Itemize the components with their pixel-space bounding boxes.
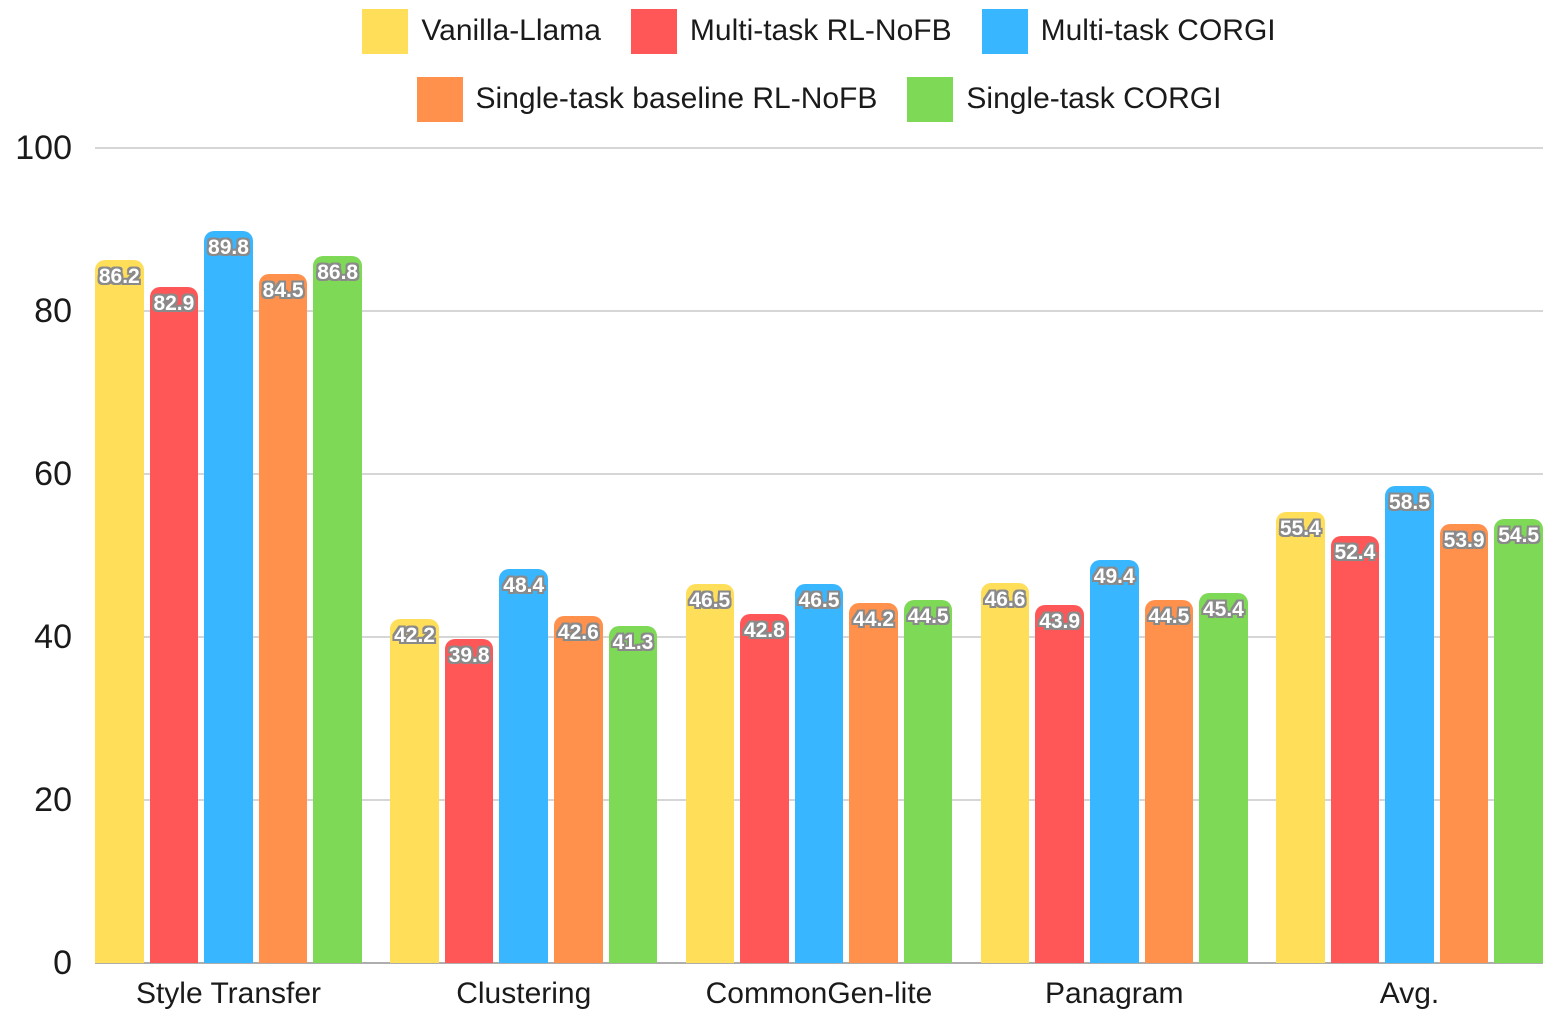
bar: 86.8 — [313, 255, 362, 963]
legend-item: Vanilla-Llama — [362, 8, 601, 54]
bar-value-label: 48.4 — [503, 573, 545, 597]
bar-group: 46.5 42.8 46.5 44.2 44.5 CommonGen-lite — [685, 148, 953, 1010]
legend-color-swatch — [416, 76, 463, 122]
bar: 48.4 — [499, 568, 549, 963]
bar: 86.2 — [95, 260, 144, 963]
legend-color-swatch — [981, 8, 1028, 54]
legend-row: Vanilla-Llama Multi-task RL-NoFB Multi-tas… — [362, 8, 1276, 54]
plot-area: 86.2 82.9 89.8 84.5 86.8 Style Transfer 42.2 39… — [95, 147, 1543, 1010]
bar: 45.4 — [1199, 593, 1248, 963]
bar: 42.6 — [554, 615, 603, 963]
x-axis-category-label: Avg. — [1379, 977, 1440, 1010]
bar: 89.8 — [204, 231, 253, 963]
y-axis-tick-label: 80 — [34, 292, 72, 330]
bar-value-label: 55.4 — [1279, 516, 1321, 540]
bar-value-label: 89.8 — [208, 236, 249, 260]
bar-value-label: 45.4 — [1202, 598, 1244, 621]
legend-color-swatch — [630, 8, 677, 54]
y-axis-tick-label: 60 — [34, 455, 72, 493]
bar-value-label: 58.5 — [1389, 491, 1430, 515]
bar: 58.5 — [1385, 486, 1434, 963]
bar: 54.5 — [1494, 518, 1543, 963]
bar: 44.5 — [1144, 600, 1194, 963]
gridline — [95, 147, 1543, 149]
bar: 42.2 — [390, 619, 439, 963]
legend-item-label: Single-task CORGI — [966, 82, 1222, 115]
bar-value-label: 44.2 — [853, 607, 895, 631]
bar: 52.4 — [1330, 535, 1380, 963]
y-axis-tick-label: 40 — [34, 618, 72, 656]
legend-item-label: Multi-task CORGI — [1040, 14, 1276, 47]
bar: 42.8 — [740, 614, 789, 963]
bar-value-label: 42.8 — [743, 619, 785, 643]
bar-value-label: 41.3 — [612, 631, 654, 655]
y-axis-tick-label: 20 — [34, 781, 72, 819]
bar-value-label: 39.8 — [448, 643, 490, 667]
bar: 49.4 — [1089, 560, 1139, 963]
legend-item-label: Multi-task RL-NoFB — [689, 14, 952, 47]
bar: 82.9 — [149, 287, 199, 963]
bar-value-label: 44.5 — [1148, 605, 1190, 629]
bar-value-label: 44.5 — [907, 605, 949, 629]
x-axis-category-label: Clustering — [456, 977, 592, 1010]
bar-value-label: 86.8 — [317, 260, 359, 284]
bar-value-label: 84.5 — [262, 279, 304, 303]
bar-value-label: 43.9 — [1039, 610, 1081, 634]
legend: Vanilla-Llama Multi-task RL-NoFB Multi-tas… — [95, 8, 1543, 122]
x-axis-category-label: Style Transfer — [135, 977, 322, 1010]
bar: 53.9 — [1439, 523, 1489, 963]
bar-value-label: 82.9 — [153, 292, 195, 316]
legend-color-swatch — [907, 76, 954, 122]
bar: 44.5 — [903, 600, 953, 963]
legend-item: Multi-task CORGI — [981, 8, 1276, 54]
bar-value-label: 42.2 — [394, 624, 435, 648]
gridline — [95, 310, 1543, 312]
legend-item-label: Single-task baseline RL-NoFB — [475, 82, 878, 115]
bar-value-label: 86.2 — [98, 265, 140, 289]
bar: 44.2 — [849, 602, 898, 963]
x-axis-category-label: CommonGen-lite — [705, 977, 933, 1010]
legend-item-label: Vanilla-Llama — [421, 14, 601, 47]
bar-value-label: 54.5 — [1498, 523, 1540, 547]
legend-color-swatch — [362, 8, 409, 54]
bar-value-label: 46.5 — [689, 589, 731, 613]
legend-item: Single-task CORGI — [907, 76, 1221, 122]
bar-value-label: 52.4 — [1334, 540, 1376, 564]
bar-group: 55.4 52.4 58.5 53.9 54.5 Avg. — [1276, 148, 1543, 1010]
bar: 43.9 — [1035, 605, 1084, 963]
bar: 84.5 — [258, 274, 308, 963]
bar: 41.3 — [608, 626, 658, 963]
bar-group: 86.2 82.9 89.8 84.5 86.8 Style Transfer — [95, 148, 362, 1010]
legend-item: Multi-task RL-NoFB — [630, 8, 952, 54]
bar: 55.4 — [1276, 511, 1325, 963]
bar-value-label: 42.6 — [557, 620, 599, 644]
bar: 46.6 — [980, 583, 1030, 963]
bar-group: 42.2 39.8 48.4 42.6 41.3 Clustering — [390, 148, 658, 1010]
y-axis: 0 20 40 60 80 100 — [0, 131, 72, 980]
bar-value-label: 46.5 — [798, 589, 840, 613]
bar: 46.5 — [685, 584, 735, 963]
x-axis-category-label: Panagram — [1045, 977, 1184, 1010]
gridline — [95, 473, 1543, 475]
bar-value-label: 49.4 — [1093, 565, 1135, 589]
bar: 46.5 — [794, 584, 844, 963]
bar-value-label: 53.9 — [1443, 528, 1485, 552]
y-axis-tick-label: 0 — [53, 944, 72, 982]
y-axis-tick-label: 100 — [15, 129, 72, 167]
bar-groups: 86.2 82.9 89.8 84.5 86.8 Style Transfer 42.2 39… — [95, 148, 1543, 1010]
bar-value-label: 46.6 — [984, 588, 1026, 612]
legend-item: Single-task baseline RL-NoFB — [416, 76, 878, 122]
legend-row: Single-task baseline RL-NoFB Single-task … — [416, 76, 1221, 122]
gridline — [95, 962, 1543, 964]
bar: 39.8 — [444, 638, 494, 963]
bar-group: 46.6 43.9 49.4 44.5 45.4 Panagram — [980, 148, 1248, 1010]
